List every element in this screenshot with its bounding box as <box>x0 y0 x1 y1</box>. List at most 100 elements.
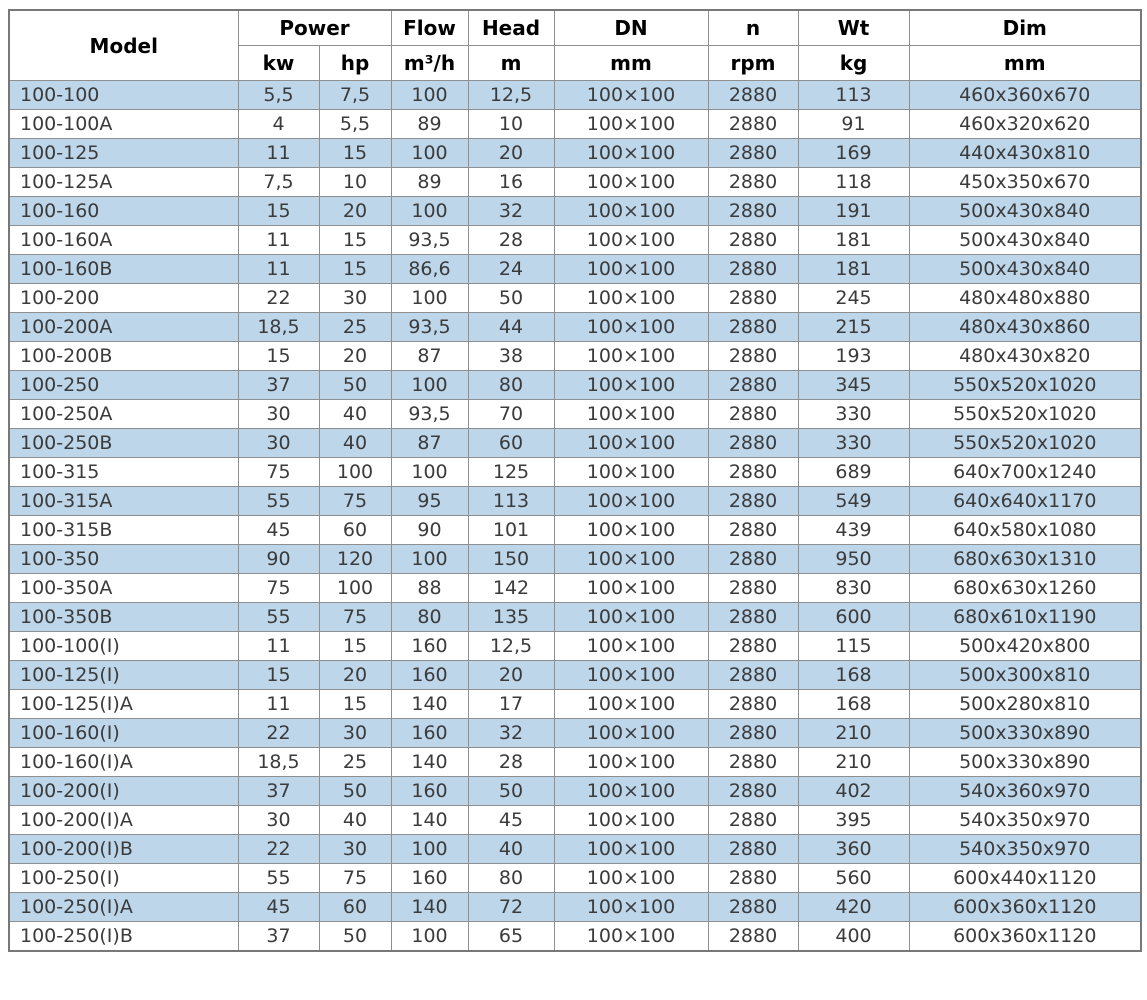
table-cell: 32 <box>467 196 555 226</box>
table-cell: 439 <box>797 515 910 545</box>
table-cell: 500x280x810 <box>908 689 1142 719</box>
table-cell: 450x350x670 <box>908 167 1142 197</box>
table-row: 100-250(I) 55 75 160 80 100×100 2880 560 600x440… <box>8 863 1142 893</box>
table-cell: 86,6 <box>390 254 469 284</box>
table-cell: 60 <box>318 892 392 922</box>
table-cell: 160 <box>390 776 469 806</box>
model-cell: 100-350A <box>8 573 239 603</box>
unit-header-dim: mm <box>908 45 1142 81</box>
table-cell: 600x440x1120 <box>908 863 1142 893</box>
table-row: 100-160(I)A 18,5 25 140 28 100×100 2880 210 500x… <box>8 747 1142 777</box>
table-cell: 2880 <box>707 486 799 516</box>
table-cell: 480x430x820 <box>908 341 1142 371</box>
table-cell: 2880 <box>707 138 799 168</box>
column-header-dn: DN <box>553 9 709 46</box>
table-cell: 135 <box>467 602 555 632</box>
table-cell: 22 <box>237 834 320 864</box>
table-cell: 50 <box>467 776 555 806</box>
table-cell: 37 <box>237 776 320 806</box>
table-cell: 100×100 <box>553 370 709 400</box>
table-cell: 2880 <box>707 167 799 197</box>
table-cell: 50 <box>318 921 392 952</box>
table-cell: 160 <box>390 631 469 661</box>
table-cell: 40 <box>318 805 392 835</box>
table-cell: 65 <box>467 921 555 952</box>
table-cell: 93,5 <box>390 225 469 255</box>
table-cell: 181 <box>797 225 910 255</box>
table-cell: 640x700x1240 <box>908 457 1142 487</box>
table-row: 100-160B 11 15 86,6 24 100×100 2880 181 500x430x… <box>8 254 1142 284</box>
table-cell: 500x300x810 <box>908 660 1142 690</box>
table-cell: 80 <box>467 370 555 400</box>
model-cell: 100-125 <box>8 138 239 168</box>
table-cell: 100 <box>390 196 469 226</box>
model-cell: 100-250(I)A <box>8 892 239 922</box>
table-cell: 100×100 <box>553 631 709 661</box>
table-cell: 2880 <box>707 863 799 893</box>
table-cell: 40 <box>467 834 555 864</box>
table-cell: 50 <box>467 283 555 313</box>
table-cell: 160 <box>390 863 469 893</box>
table-cell: 100×100 <box>553 254 709 284</box>
table-row: 100-125 11 15 100 20 100×100 2880 169 440x430x81… <box>8 138 1142 168</box>
table-cell: 140 <box>390 805 469 835</box>
table-cell: 140 <box>390 892 469 922</box>
table-cell: 2880 <box>707 718 799 748</box>
table-cell: 2880 <box>707 341 799 371</box>
table-cell: 28 <box>467 747 555 777</box>
table-cell: 75 <box>318 602 392 632</box>
table-cell: 45 <box>237 892 320 922</box>
model-cell: 100-200B <box>8 341 239 371</box>
table-row: 100-200(I)A 30 40 140 45 100×100 2880 395 540x35… <box>8 805 1142 835</box>
unit-header-flow: m³/h <box>390 45 469 81</box>
table-cell: 100 <box>390 283 469 313</box>
table-row: 100-315A 55 75 95 113 100×100 2880 549 640x640x1… <box>8 486 1142 516</box>
table-cell: 100×100 <box>553 196 709 226</box>
model-cell: 100-250A <box>8 399 239 429</box>
table-cell: 2880 <box>707 399 799 429</box>
table-cell: 100×100 <box>553 544 709 574</box>
table-cell: 100×100 <box>553 515 709 545</box>
table-row: 100-200(I) 37 50 160 50 100×100 2880 402 540x360… <box>8 776 1142 806</box>
table-cell: 45 <box>467 805 555 835</box>
table-cell: 100×100 <box>553 660 709 690</box>
table-cell: 101 <box>467 515 555 545</box>
table-row: 100-315 75 100 100 125 100×100 2880 689 640x700x… <box>8 457 1142 487</box>
table-cell: 950 <box>797 544 910 574</box>
table-cell: 118 <box>797 167 910 197</box>
table-cell: 680x630x1260 <box>908 573 1142 603</box>
table-cell: 125 <box>467 457 555 487</box>
table-cell: 40 <box>318 399 392 429</box>
table-cell: 550x520x1020 <box>908 370 1142 400</box>
table-cell: 550x520x1020 <box>908 399 1142 429</box>
table-cell: 90 <box>390 515 469 545</box>
table-cell: 2880 <box>707 921 799 952</box>
unit-header-n: rpm <box>707 45 799 81</box>
table-row: 100-350B 55 75 80 135 100×100 2880 600 680x610x1… <box>8 602 1142 632</box>
table-cell: 2880 <box>707 515 799 545</box>
table-cell: 11 <box>237 138 320 168</box>
table-cell: 93,5 <box>390 399 469 429</box>
table-cell: 16 <box>467 167 555 197</box>
model-cell: 100-125(I)A <box>8 689 239 719</box>
table-cell: 140 <box>390 689 469 719</box>
table-cell: 100 <box>318 573 392 603</box>
table-cell: 2880 <box>707 747 799 777</box>
table-cell: 2880 <box>707 892 799 922</box>
table-row: 100-250(I)A 45 60 140 72 100×100 2880 420 600x36… <box>8 892 1142 922</box>
table-cell: 113 <box>797 80 910 110</box>
table-row: 100-100(I) 11 15 160 12,5 100×100 2880 115 500x4… <box>8 631 1142 661</box>
column-header-n: n <box>707 9 799 46</box>
table-cell: 20 <box>318 660 392 690</box>
table-row: 100-315B 45 60 90 101 100×100 2880 439 640x580x1… <box>8 515 1142 545</box>
table-cell: 100×100 <box>553 718 709 748</box>
model-cell: 100-160(I)A <box>8 747 239 777</box>
table-cell: 160 <box>390 660 469 690</box>
table-cell: 100×100 <box>553 602 709 632</box>
table-header: Model Power Flow Head DN n Wt Dim kw hp … <box>8 9 1142 81</box>
table-cell: 400 <box>797 921 910 952</box>
table-cell: 75 <box>318 486 392 516</box>
table-cell: 142 <box>467 573 555 603</box>
table-cell: 4 <box>237 109 320 139</box>
table-cell: 100×100 <box>553 399 709 429</box>
